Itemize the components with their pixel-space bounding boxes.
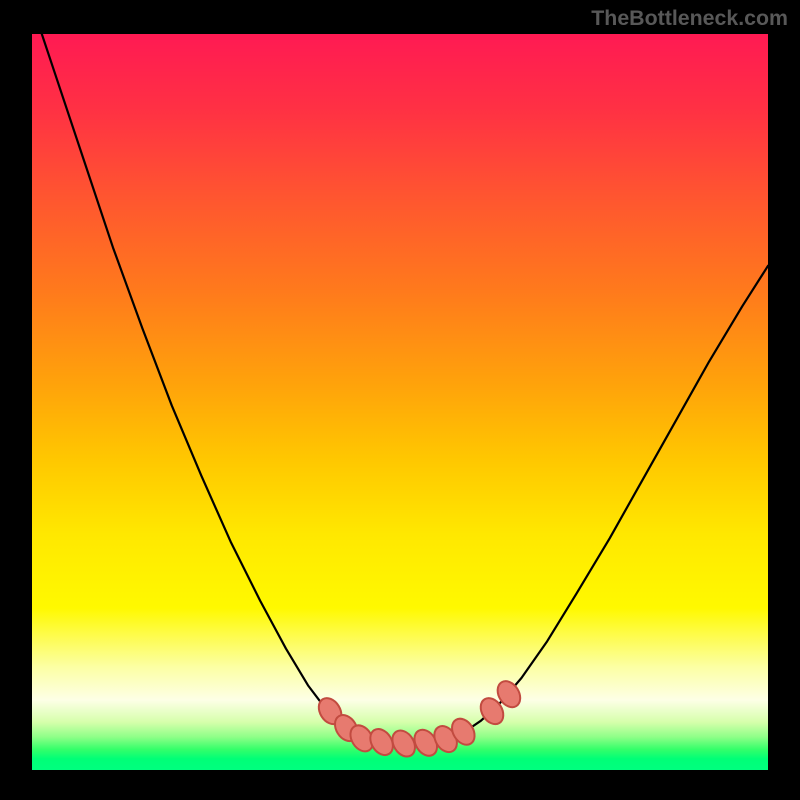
watermark-text: TheBottleneck.com <box>591 6 788 31</box>
gradient-plot-area <box>32 34 768 770</box>
